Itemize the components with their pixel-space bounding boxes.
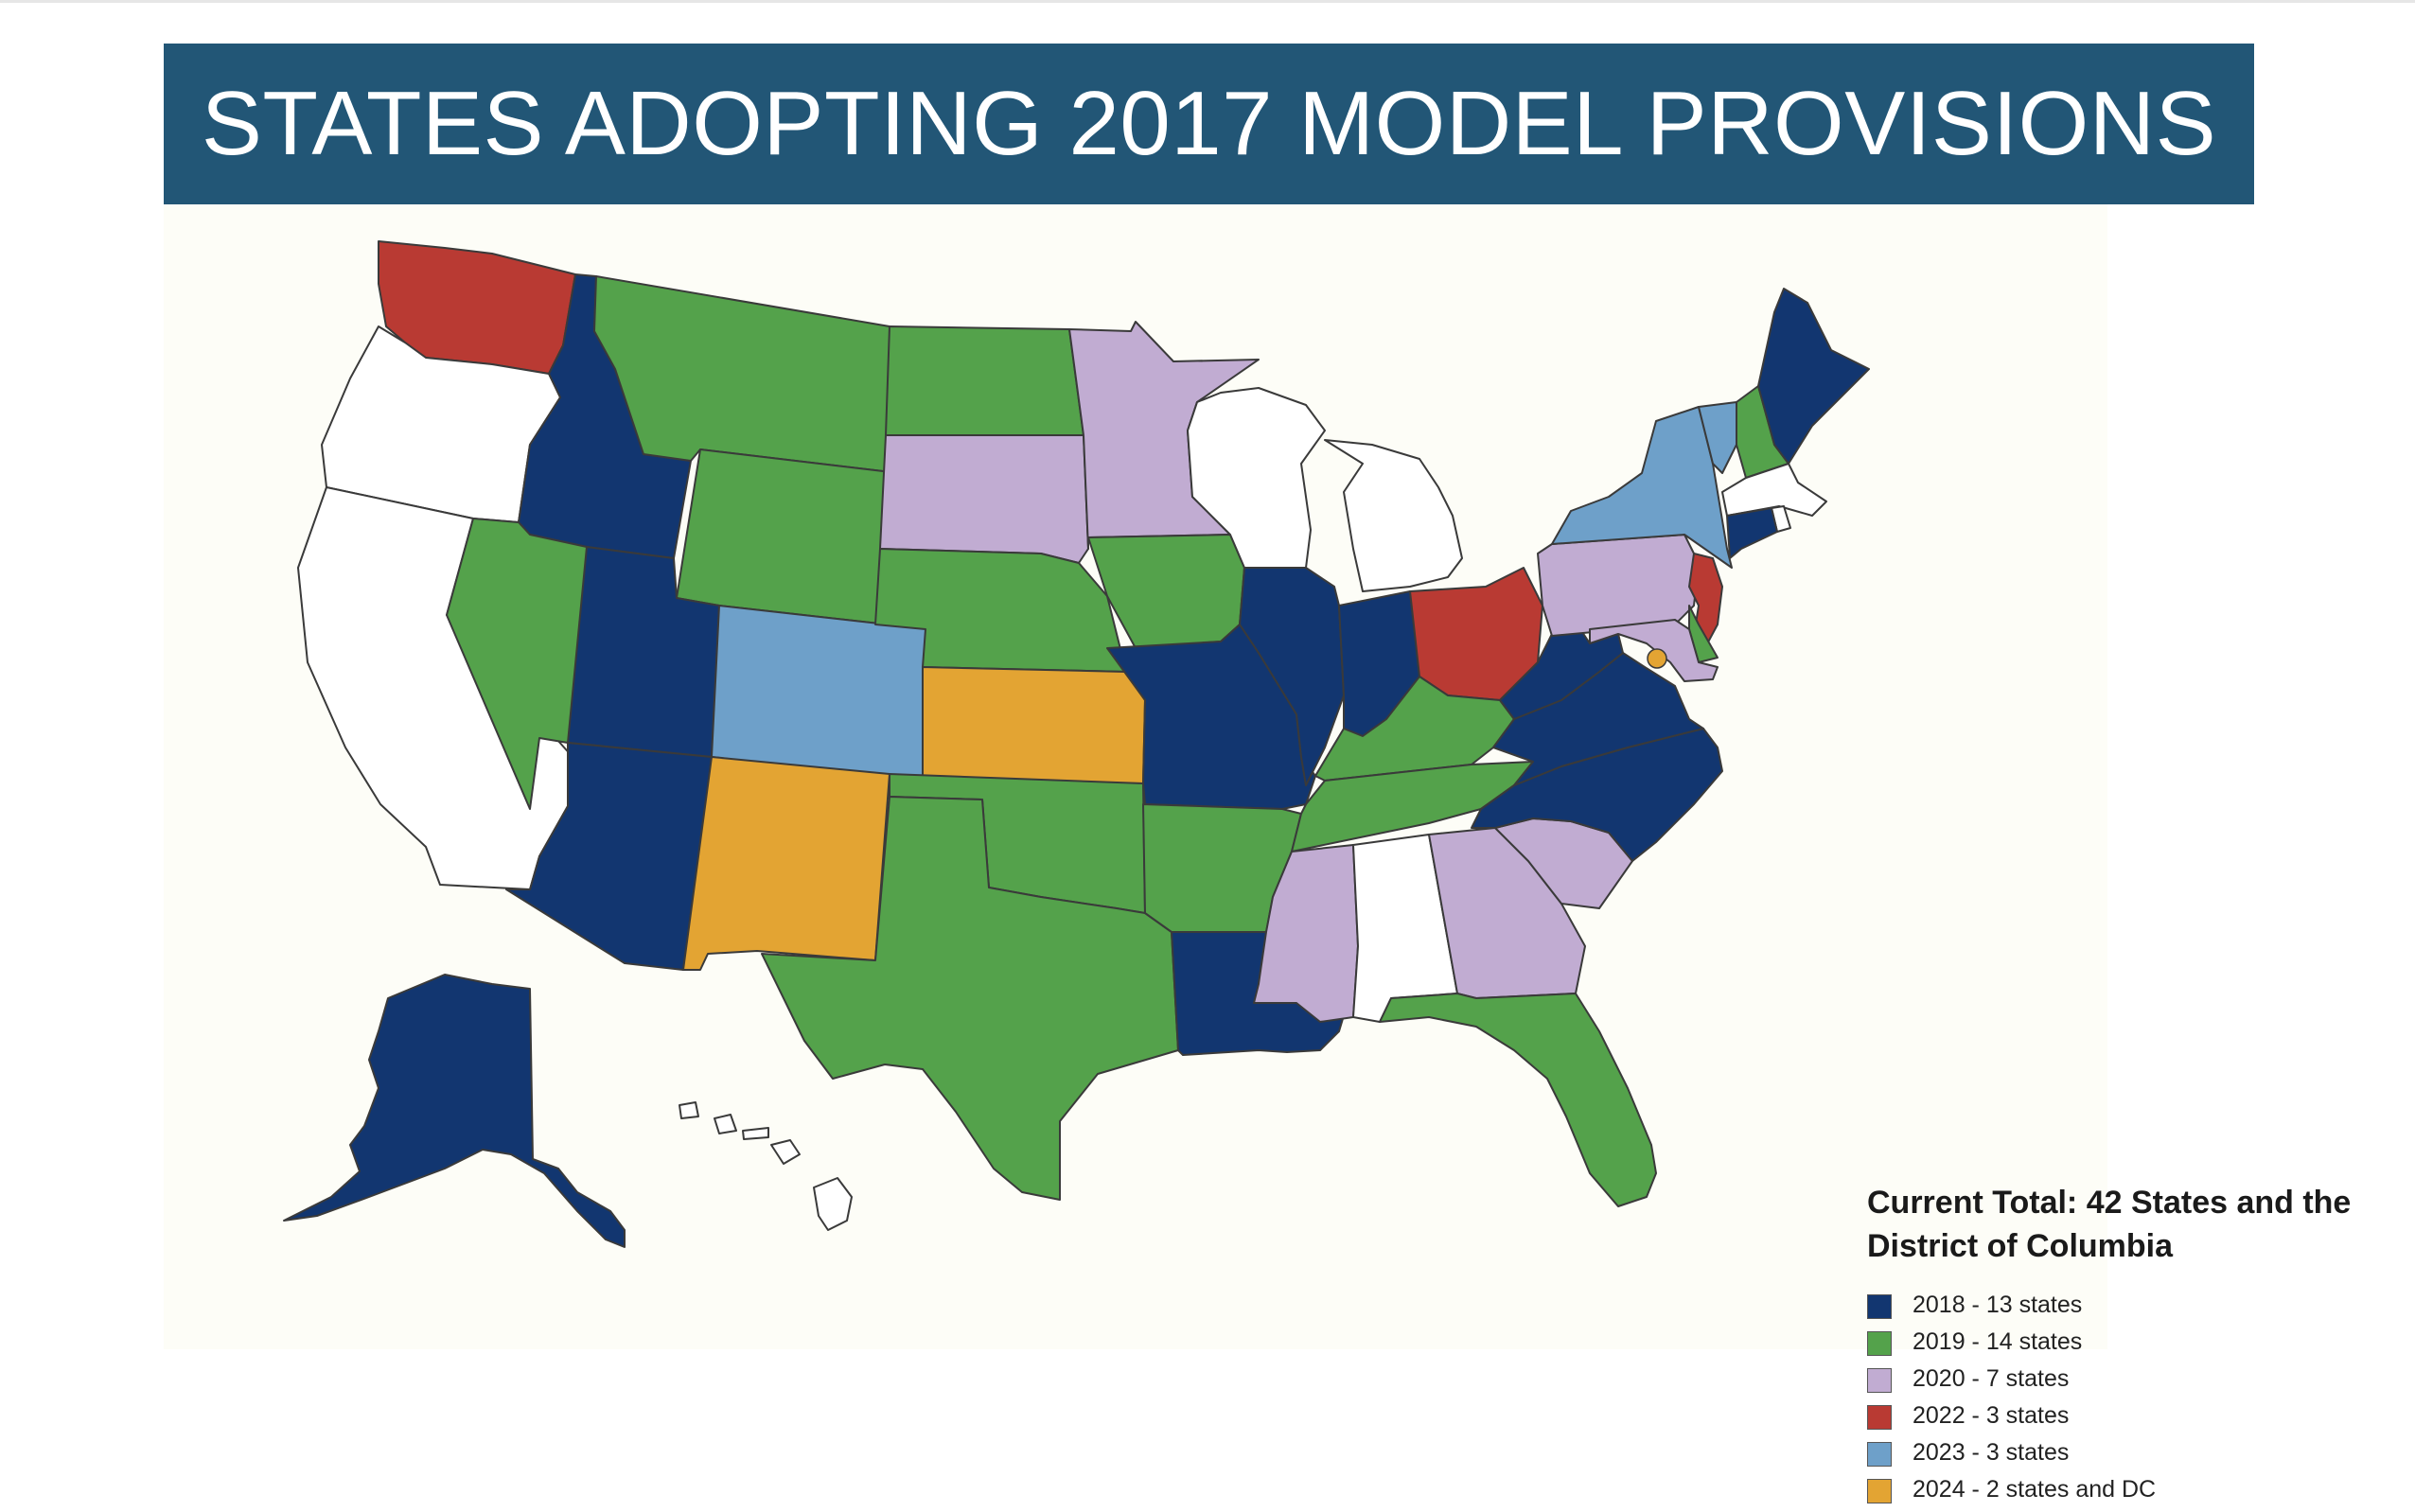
state-ND — [885, 325, 1084, 436]
state-HI-maui — [770, 1139, 801, 1165]
state-HI-kauai — [679, 1101, 699, 1119]
legend-label-2018: 2018 - 13 states — [1913, 1292, 2083, 1318]
page-title: STATES ADOPTING 2017 MODEL PROVISIONS — [201, 73, 2217, 174]
state-HI-molokai — [742, 1127, 769, 1140]
legend-item-2023: 2023 - 3 states — [1867, 1438, 2397, 1468]
state-DC — [1647, 648, 1667, 669]
state-NM — [682, 756, 890, 971]
state-ME — [1757, 288, 1870, 465]
state-FL — [1379, 993, 1657, 1207]
legend-label-2020: 2020 - 7 states — [1913, 1365, 2070, 1392]
legend-label-2019: 2019 - 14 states — [1913, 1328, 2083, 1355]
legend-item-2020: 2020 - 7 states — [1867, 1364, 2397, 1394]
state-CO — [711, 605, 930, 782]
state-WI — [1187, 387, 1326, 569]
state-IL — [1239, 567, 1345, 786]
state-TX — [761, 796, 1179, 1201]
legend-title: Current Total: 42 States and the Distric… — [1867, 1185, 2352, 1264]
state-MT — [593, 275, 909, 474]
legend-item-2022: 2022 - 3 states — [1867, 1401, 2397, 1431]
us-map — [283, 240, 1870, 1248]
legend-swatch-2018 — [1867, 1294, 1892, 1319]
legend-label-2024: 2024 - 2 states and DC — [1913, 1476, 2157, 1503]
state-MI — [1324, 439, 1463, 592]
legend-item-2019: 2019 - 14 states — [1867, 1327, 2397, 1357]
state-DE — [1688, 605, 1719, 663]
state-CT — [1726, 507, 1778, 559]
legend-item-2024: 2024 - 2 states and DC — [1867, 1475, 2397, 1504]
state-HI-hawaii — [813, 1177, 853, 1231]
legend-label-2023: 2023 - 3 states — [1913, 1439, 2070, 1466]
map-legend: Current Total: 42 States and the Distric… — [1867, 1181, 2397, 1512]
title-banner: STATES ADOPTING 2017 MODEL PROVISIONS — [164, 44, 2254, 204]
state-SD — [879, 434, 1089, 564]
state-WY — [676, 448, 900, 625]
map-panel: Current Total: 42 States and the Distric… — [164, 204, 2351, 1503]
legend-label-2022: 2022 - 3 states — [1913, 1402, 2070, 1429]
legend-swatch-2022 — [1867, 1405, 1892, 1430]
legend-swatch-2019 — [1867, 1331, 1892, 1356]
top-divider — [0, 0, 2415, 3]
legend-swatch-2023 — [1867, 1442, 1892, 1467]
state-AK — [283, 974, 626, 1248]
state-KS — [922, 666, 1146, 784]
state-HI-oahu — [714, 1114, 737, 1134]
state-MD — [1589, 619, 1719, 682]
legend-item-2018: 2018 - 13 states — [1867, 1291, 2397, 1320]
legend-swatch-2020 — [1867, 1368, 1892, 1393]
state-VT — [1698, 401, 1737, 474]
legend-swatch-2024 — [1867, 1479, 1892, 1503]
